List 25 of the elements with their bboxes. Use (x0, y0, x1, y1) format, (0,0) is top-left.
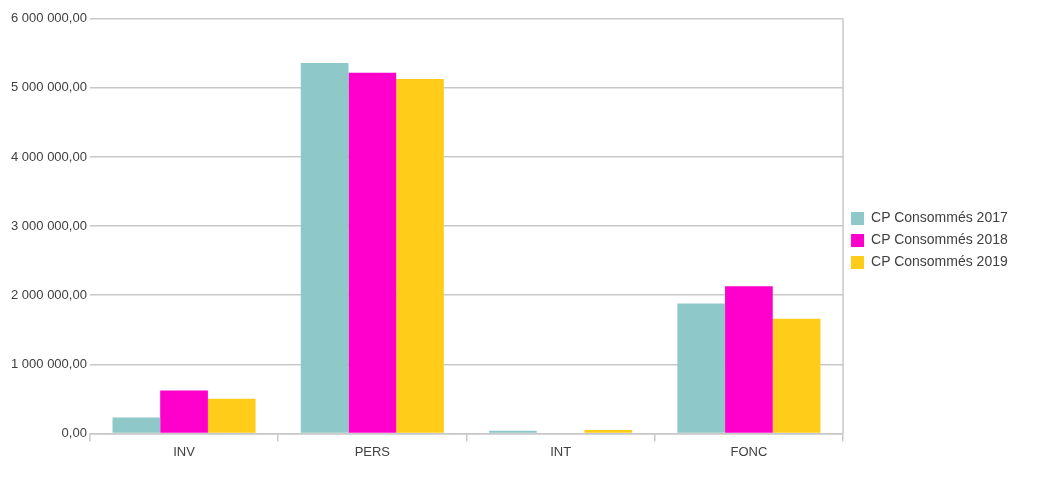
x-tick-label: INV (173, 443, 196, 459)
legend-label: CP Consommés 2017 (871, 209, 1008, 226)
legend-label: CP Consommés 2018 (871, 231, 1008, 248)
y-tick-label: 5 000 000,00 (11, 79, 87, 95)
bar (396, 78, 444, 433)
bar (112, 417, 161, 433)
bar (300, 63, 349, 433)
bar (160, 390, 208, 433)
y-tick-label: 0,00 (61, 424, 87, 440)
bar (677, 303, 726, 433)
bar (725, 286, 773, 433)
x-tick-label: PERS (354, 443, 391, 459)
x-tick-label: INT (550, 443, 572, 459)
y-tick-label: 4 000 000,00 (11, 148, 87, 164)
y-tick-label: 1 000 000,00 (11, 355, 87, 371)
bar (772, 318, 821, 433)
y-tick-label: 2 000 000,00 (11, 286, 87, 302)
y-tick-label: 6 000 000,00 (11, 10, 87, 26)
bar (207, 398, 256, 433)
y-tick-label: 3 000 000,00 (11, 217, 87, 233)
x-tick-label: FONC (730, 443, 768, 459)
bar (584, 429, 633, 433)
legend-label: CP Consommés 2019 (871, 253, 1008, 270)
bar (348, 72, 397, 433)
bar (489, 430, 537, 433)
